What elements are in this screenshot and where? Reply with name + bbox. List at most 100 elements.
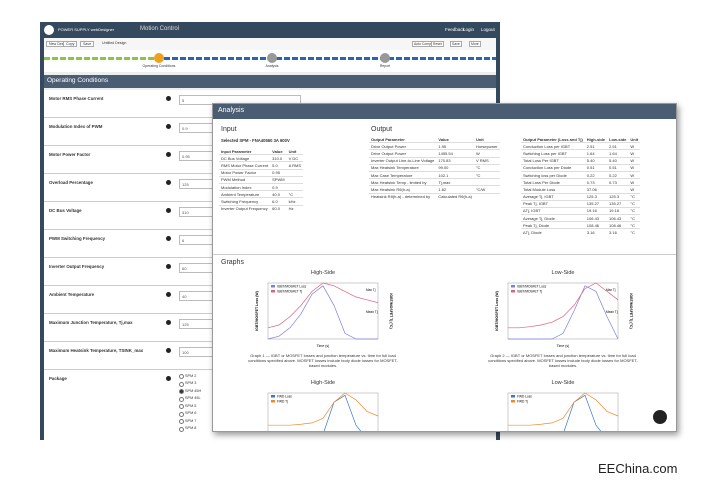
radio-label[interactable]: SPM 7 — [185, 418, 197, 423]
section-header — [44, 75, 496, 88]
plot-frame — [507, 282, 619, 340]
table-cell: Conduction Loss per IGBT — [521, 142, 585, 150]
table-cell: W — [473, 149, 500, 158]
nav-link[interactable]: Logout — [481, 27, 495, 32]
table-row: Switching Loss per IGBT 1.64 1.64 W — [521, 149, 641, 158]
table-cell: V RMS — [473, 156, 500, 165]
table-cell: 125.3 — [607, 192, 629, 201]
table-cell: 0.51 — [584, 163, 608, 172]
field-value: 310 — [182, 209, 189, 215]
logo — [44, 25, 54, 35]
table-cell: Calculated Rθ(h-a) — [436, 192, 474, 200]
help-icon — [166, 180, 171, 185]
field-value: 100 — [182, 349, 189, 355]
legend-label: IGBT/MOSFET Tj — [517, 289, 542, 293]
radio[interactable] — [179, 374, 184, 379]
graph-line — [267, 282, 379, 329]
column-header: High-side — [586, 136, 606, 142]
field-label: Maximum Heatsink Temperature, TSINK_max — [49, 348, 144, 353]
step-dot[interactable] — [380, 53, 390, 63]
legend-swatch — [511, 400, 515, 403]
radio-label[interactable]: SPM 3 — [185, 381, 197, 385]
graph-title: Low-Side — [551, 270, 575, 276]
column-header: Output Parameter (Loss and Tj) — [523, 136, 583, 142]
radio-label[interactable]: SPM 8 — [185, 426, 197, 430]
table-cell: Drive Output Power — [369, 142, 437, 150]
toolbar-button[interactable]: Copy — [63, 41, 78, 47]
legend-label: IGBT/MOSFET Loss — [517, 284, 547, 288]
table-cell: 0.73 — [584, 178, 608, 186]
table-cell: Max Heatsink Temp - limited by — [369, 178, 437, 186]
radio-label[interactable]: SPM 5 — [185, 403, 197, 408]
table-cell: 99.00 — [436, 163, 474, 172]
step-dot[interactable] — [154, 53, 164, 63]
section-heading: Input — [221, 126, 237, 133]
table-cell: 40.0 — [270, 190, 287, 198]
table-cell: 0.51 — [607, 163, 629, 172]
table-cell — [286, 182, 304, 191]
watermark: EEChina.com — [598, 461, 678, 476]
table-cell: Max Case Temperature — [369, 170, 437, 179]
radio[interactable] — [179, 419, 184, 424]
radio[interactable] — [179, 389, 184, 394]
table-cell: 1.62 — [436, 185, 474, 193]
nav-link[interactable]: Login — [463, 27, 475, 32]
table-cell: Total Loss Per Diode — [521, 178, 585, 186]
radio[interactable] — [179, 381, 184, 387]
radio-label[interactable]: SPM 45L — [185, 396, 201, 400]
table-cell: 1.95 — [436, 142, 474, 150]
radio[interactable] — [179, 396, 184, 402]
graph-line — [508, 282, 619, 329]
radio-label[interactable]: SPM 2 — [185, 373, 197, 378]
legend-swatch — [271, 290, 275, 293]
scroll-top-button[interactable] — [653, 410, 667, 424]
table-row: Average Tj, Diode 106.43 106.43 °C — [521, 214, 641, 222]
field-value: 5 — [182, 97, 185, 103]
graph-line — [267, 285, 378, 340]
table-row: Peak Tj, Diode 108.46 108.46 °C — [521, 221, 641, 229]
graph-title: Low-Side — [551, 380, 575, 386]
table-row: Total Module Loss 37.06 W — [521, 185, 641, 193]
plot-frame — [507, 392, 619, 431]
table-row: PWM Method SPWM — [219, 175, 304, 184]
table-row: Heatsink Rθ(h-a) - determined by Calculat… — [369, 192, 500, 200]
radio[interactable] — [179, 426, 184, 432]
radio[interactable] — [179, 404, 184, 409]
section-heading: Graphs — [221, 259, 244, 266]
divider — [213, 254, 676, 255]
table-cell — [607, 185, 629, 193]
table-row: Max Heatsink Temperature 99.00 °C — [369, 163, 500, 172]
field-value: 60 — [182, 265, 187, 271]
toolbar-button[interactable]: Save — [80, 41, 95, 47]
table-cell: °C — [628, 206, 641, 215]
radio-label[interactable]: SPM 6 — [185, 411, 197, 415]
table-cell: PWM Method — [219, 175, 271, 184]
table-cell — [286, 175, 304, 184]
plot-frame — [267, 392, 379, 431]
toolbar-button[interactable]: Reset — [431, 41, 444, 47]
step-dot[interactable] — [267, 53, 277, 63]
toolbar-button[interactable]: Save — [450, 41, 462, 47]
table-row: ΔTj, Diode 3.16 3.16 °C — [521, 228, 641, 236]
x-axis-label: Time (s) — [557, 344, 570, 348]
field-label: Modulation Index of PWM — [49, 124, 103, 129]
table-cell: Horsepower — [473, 142, 500, 150]
table-cell: 1.64 — [584, 149, 608, 158]
table-cell: °C — [473, 163, 500, 172]
nav-link[interactable]: Feedback — [445, 27, 465, 32]
field-value: 40 — [182, 293, 187, 299]
help-icon — [166, 236, 171, 241]
column-header: Output Parameter — [371, 136, 405, 142]
toolbar-button[interactable]: More — [469, 41, 481, 47]
header-row: Input Parameter Value Unit — [219, 148, 303, 155]
table-cell: W — [628, 185, 641, 193]
table-cell: ΔTj, Diode — [521, 228, 585, 236]
table-cell: Average Tj, Diode — [521, 214, 585, 222]
radio[interactable] — [179, 411, 184, 417]
radio-label[interactable]: SPM 45H — [185, 388, 202, 393]
table-cell — [286, 168, 304, 177]
table-cell — [473, 178, 500, 186]
table-row: Inverter Output Line-to-Line Voltage 170.… — [369, 156, 500, 165]
